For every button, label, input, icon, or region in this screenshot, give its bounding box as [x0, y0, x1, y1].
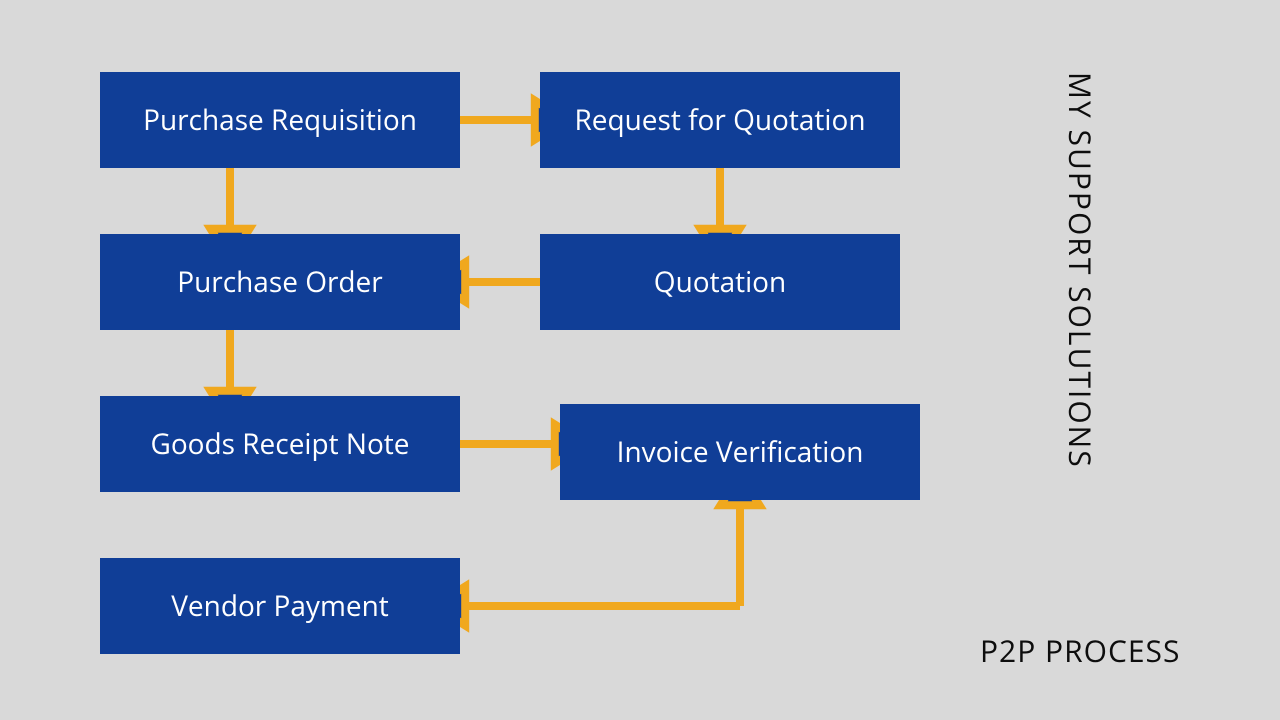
flow-node-label: Goods Receipt Note: [150, 425, 409, 463]
flow-node-q: Quotation: [540, 234, 900, 330]
flow-node-label: Request for Quotation: [574, 101, 865, 139]
flow-node-label: Purchase Order: [177, 263, 382, 301]
diagram-canvas: MY SUPPORT SOLUTIONS P2P PROCESS Purchas…: [0, 0, 1280, 720]
process-title-label: P2P PROCESS: [980, 630, 1180, 671]
flow-node-rfq: Request for Quotation: [540, 72, 900, 168]
flow-node-pr: Purchase Requisition: [100, 72, 460, 168]
flow-node-grn: Goods Receipt Note: [100, 396, 460, 492]
side-brand-label: MY SUPPORT SOLUTIONS: [1060, 72, 1101, 552]
flow-node-label: Invoice Verification: [617, 433, 864, 471]
flow-node-vp: Vendor Payment: [100, 558, 460, 654]
flow-node-label: Quotation: [654, 263, 786, 301]
flow-node-iv: Invoice Verification: [560, 404, 920, 500]
flow-node-label: Vendor Payment: [171, 587, 389, 625]
flow-node-label: Purchase Requisition: [143, 101, 417, 139]
flow-node-po: Purchase Order: [100, 234, 460, 330]
